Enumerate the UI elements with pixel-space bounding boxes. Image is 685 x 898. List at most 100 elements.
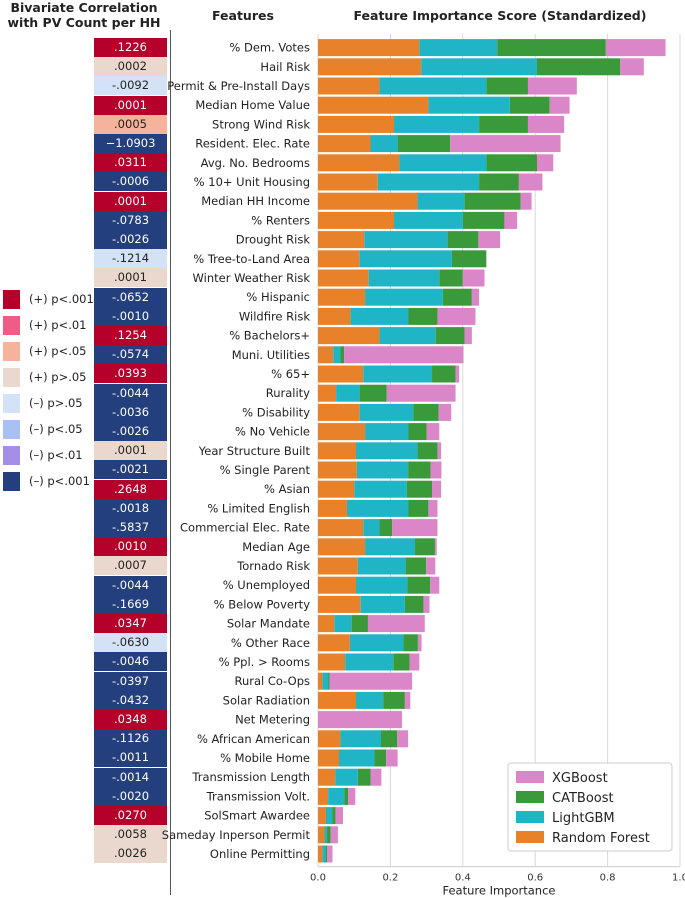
bar-segment: [451, 250, 487, 268]
correlation-cell: -.1669: [94, 594, 167, 614]
x-tick-label: 0.6: [527, 873, 543, 884]
bar-segment: [318, 307, 351, 325]
significance-label: (–) p<.001: [29, 474, 90, 488]
feature-label: % Disability: [242, 405, 310, 419]
bar-segment: [486, 77, 528, 95]
bar-segment: [318, 557, 358, 575]
bar-segment: [318, 672, 323, 690]
bar-segment: [408, 307, 438, 325]
bar-segment: [318, 538, 366, 556]
legend-label: XGBoost: [552, 771, 608, 786]
bar-segment: [357, 768, 371, 786]
bar-segment: [356, 691, 384, 709]
bar-segment: [437, 307, 476, 325]
feature-label: Rural Co-Ops: [235, 674, 310, 688]
feature-label: Avg. No. Bedrooms: [201, 156, 310, 170]
correlation-cell: -.0574: [94, 345, 167, 365]
bar-segment: [318, 58, 422, 76]
correlation-cell: -.0046: [94, 652, 167, 672]
bar-segment: [318, 211, 395, 229]
bar-segment: [406, 480, 433, 498]
correlation-cell: -.1214: [94, 249, 167, 269]
bar-segment: [330, 826, 338, 844]
x-axis-label: Feature Importance: [442, 884, 555, 898]
correlation-cell: -.5837: [94, 518, 167, 537]
feature-label: Transmission Length: [191, 770, 310, 784]
bar-segment: [333, 346, 341, 364]
significance-swatch: [3, 316, 20, 335]
feature-label: Commercial Elec. Rate: [180, 521, 310, 535]
bar-segment: [318, 480, 355, 498]
bar-segment: [356, 461, 409, 479]
bar-segment: [432, 365, 456, 383]
correlation-cell: -.0006: [94, 172, 167, 192]
bar-segment: [408, 499, 429, 517]
bar-segment: [359, 384, 387, 402]
bar-segment: [409, 653, 420, 671]
bar-segment: [527, 77, 577, 95]
feature-label: % No Vehicle: [235, 425, 310, 439]
bar-segment: [318, 327, 380, 345]
bar-segment: [450, 135, 561, 153]
bar-segment: [379, 327, 436, 345]
bar-segment: [393, 653, 410, 671]
bar-segment: [518, 173, 543, 191]
bar-segment: [365, 423, 409, 441]
correlation-cell: -.0397: [94, 671, 167, 691]
bar-segment: [392, 519, 438, 537]
feature-label: % Below Poverty: [214, 597, 311, 611]
bar-segment: [408, 423, 427, 441]
bar-segment: [318, 192, 418, 210]
correlation-cell: .1226: [94, 38, 167, 57]
feature-label: Median Home Value: [195, 98, 310, 112]
features-column-title: Features: [212, 8, 274, 23]
feature-label: % Ppl. > Rooms: [219, 655, 310, 669]
bar-segment: [479, 115, 528, 133]
correlation-cell: -.0783: [94, 210, 167, 230]
bar-segment: [365, 288, 443, 306]
bar-segment: [478, 231, 501, 249]
bar-segment: [374, 749, 387, 767]
bar-segment: [438, 403, 452, 421]
bar-segment: [318, 39, 420, 57]
bar-segment: [504, 211, 518, 229]
bar-segment: [549, 96, 570, 114]
bar-segment: [419, 39, 498, 57]
bar-segment: [430, 576, 440, 594]
bar-segment: [370, 135, 398, 153]
correlation-cell: -.0010: [94, 306, 167, 326]
feature-label: Drought Risk: [236, 233, 311, 247]
feature-label: % Unemployed: [223, 578, 310, 592]
feature-label: % Bachelors+: [229, 329, 310, 343]
bar-segment: [335, 807, 343, 825]
bar-segment: [408, 461, 431, 479]
feature-label: Median Age: [242, 540, 310, 554]
column-divider: [170, 30, 171, 895]
bar-segment: [328, 787, 345, 805]
feature-label: SolSmart Awardee: [204, 809, 310, 823]
bar-segment: [318, 749, 339, 767]
correlation-cell: .2648: [94, 479, 167, 499]
correlation-cell: -.0092: [94, 76, 167, 96]
bar-segment: [417, 634, 422, 652]
bar-segment: [417, 192, 465, 210]
bar-segment: [605, 39, 666, 57]
bar-segment: [318, 135, 371, 153]
bar-segment: [318, 423, 366, 441]
significance-swatch: [3, 342, 20, 361]
correlation-cell: .0010: [94, 537, 167, 557]
feature-label: % Asian: [264, 482, 310, 496]
bar-segment: [437, 442, 442, 460]
bar-segment: [318, 288, 366, 306]
bar-segment: [405, 557, 427, 575]
bar-segment: [520, 192, 532, 210]
feature-label: Strong Wind Risk: [212, 117, 310, 131]
bar-segment: [432, 480, 442, 498]
correlation-cell: -.0044: [94, 575, 167, 595]
bar-segment: [318, 231, 365, 249]
bar-segment: [318, 77, 380, 95]
bar-segment: [322, 672, 329, 690]
bar-segment: [426, 423, 440, 441]
bar-segment: [345, 653, 394, 671]
